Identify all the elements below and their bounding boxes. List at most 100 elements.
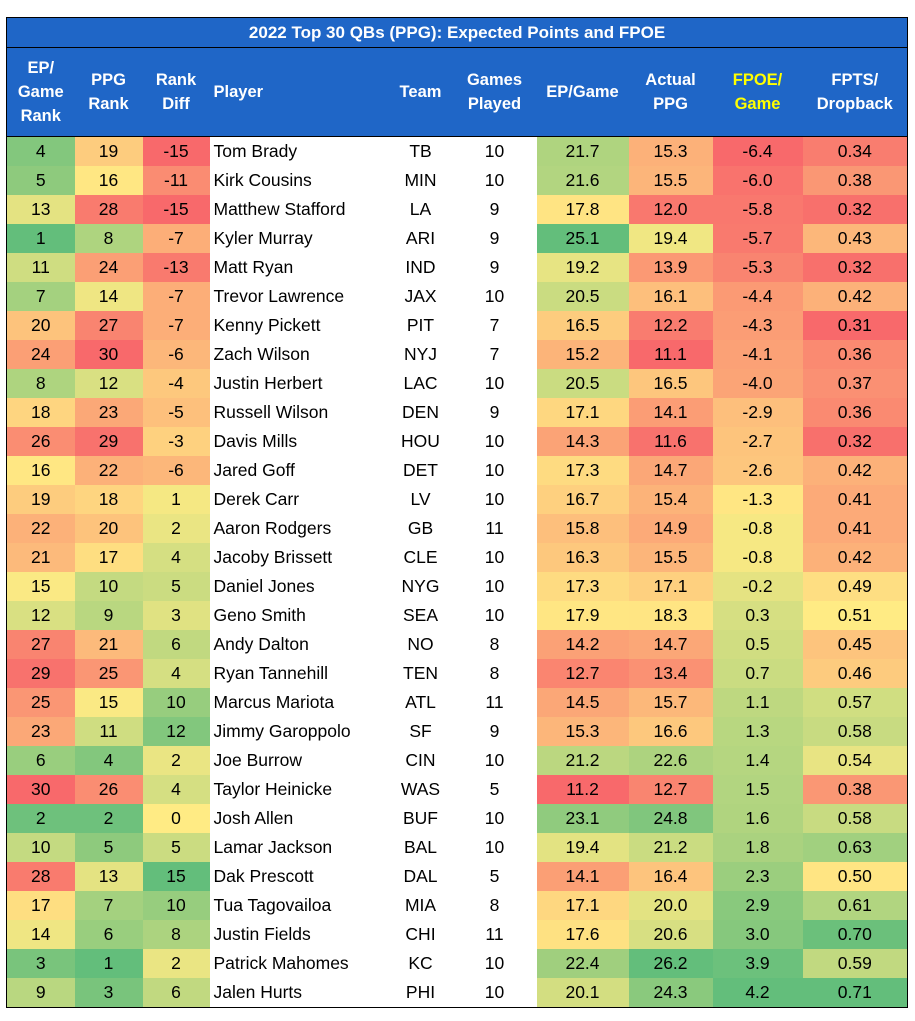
table-row: 8 12 -4 Justin Herbert LAC 10 20.5 16.5 -4.0 0.37 (6, 369, 909, 398)
cell-fpts-db: 0.42 (802, 456, 909, 485)
table-row: 22 20 2 Aaron Rodgers GB 11 15.8 14.9 -0.8 0.41 (6, 514, 909, 543)
cell-ep-rank: 4 (6, 136, 75, 166)
cell-actual-ppg: 14.1 (628, 398, 713, 427)
cell-player: Zach Wilson (209, 340, 389, 369)
table-row: 29 25 4 Ryan Tannehill TEN 8 12.7 13.4 0.7 0.46 (6, 659, 909, 688)
cell-games: 10 (452, 166, 537, 195)
cell-ep-rank: 25 (6, 688, 75, 717)
cell-actual-ppg: 12.0 (628, 195, 713, 224)
cell-fpoe: -6.4 (712, 136, 803, 166)
cell-rank-diff: 4 (142, 543, 210, 572)
cell-player: Tua Tagovailoa (209, 891, 389, 920)
table-container: 2022 Top 30 QBs (PPG): Expected Points a… (5, 17, 909, 1008)
table-row: 30 26 4 Taylor Heinicke WAS 5 11.2 12.7 1.5 0.38 (6, 775, 909, 804)
cell-fpts-db: 0.51 (802, 601, 909, 630)
cell-ep-game: 12.7 (536, 659, 629, 688)
cell-fpoe: 1.5 (712, 775, 803, 804)
cell-team: HOU (388, 427, 453, 456)
cell-ep-rank: 14 (6, 920, 75, 949)
cell-rank-diff: 3 (142, 601, 210, 630)
table-row: 27 21 6 Andy Dalton NO 8 14.2 14.7 0.5 0.45 (6, 630, 909, 659)
cell-ep-game: 20.1 (536, 978, 629, 1008)
cell-team: KC (388, 949, 453, 978)
cell-team: BAL (388, 833, 453, 862)
cell-player: Taylor Heinicke (209, 775, 389, 804)
cell-actual-ppg: 11.1 (628, 340, 713, 369)
cell-games: 8 (452, 630, 537, 659)
cell-rank-diff: 2 (142, 514, 210, 543)
cell-rank-diff: -7 (142, 282, 210, 311)
cell-ep-rank: 15 (6, 572, 75, 601)
cell-fpts-db: 0.57 (802, 688, 909, 717)
cell-ep-game: 15.3 (536, 717, 629, 746)
header-line: Rank (155, 71, 197, 89)
cell-player: Jared Goff (209, 456, 389, 485)
column-header-ppg-rank: PPG Rank (74, 47, 143, 137)
cell-ep-game: 11.2 (536, 775, 629, 804)
cell-fpoe: -5.8 (712, 195, 803, 224)
table-row: 2 2 0 Josh Allen BUF 10 23.1 24.8 1.6 0.58 (6, 804, 909, 833)
cell-ep-rank: 24 (6, 340, 75, 369)
cell-team: SF (388, 717, 453, 746)
cell-player: Matt Ryan (209, 253, 389, 282)
header-line: FPOE/ (732, 71, 783, 89)
cell-player: Jacoby Brissett (209, 543, 389, 572)
cell-ppg-rank: 21 (74, 630, 143, 659)
table-row: 16 22 -6 Jared Goff DET 10 17.3 14.7 -2.6 0.42 (6, 456, 909, 485)
cell-ep-game: 20.5 (536, 369, 629, 398)
cell-fpts-db: 0.41 (802, 485, 909, 514)
cell-actual-ppg: 20.6 (628, 920, 713, 949)
table-row: 7 14 -7 Trevor Lawrence JAX 10 20.5 16.1 -4.4 0.4… (6, 282, 909, 311)
cell-ep-rank: 5 (6, 166, 75, 195)
table-row: 17 7 10 Tua Tagovailoa MIA 8 17.1 20.0 2.9 0.61 (6, 891, 909, 920)
cell-fpoe: -4.0 (712, 369, 803, 398)
cell-ppg-rank: 9 (74, 601, 143, 630)
cell-fpoe: -1.3 (712, 485, 803, 514)
cell-fpts-db: 0.71 (802, 978, 909, 1008)
cell-games: 7 (452, 311, 537, 340)
column-header-fpts-per-dropback: FPTS/Dropback (802, 47, 909, 137)
cell-fpts-db: 0.49 (802, 572, 909, 601)
cell-fpts-db: 0.50 (802, 862, 909, 891)
cell-games: 8 (452, 659, 537, 688)
cell-player: Aaron Rodgers (209, 514, 389, 543)
cell-fpts-db: 0.32 (802, 253, 909, 282)
cell-team: CLE (388, 543, 453, 572)
cell-ppg-rank: 30 (74, 340, 143, 369)
cell-fpts-db: 0.36 (802, 398, 909, 427)
cell-team: DEN (388, 398, 453, 427)
cell-rank-diff: -7 (142, 311, 210, 340)
cell-ppg-rank: 19 (74, 136, 143, 166)
cell-team: MIN (388, 166, 453, 195)
cell-fpoe: 1.1 (712, 688, 803, 717)
cell-player: Matthew Stafford (209, 195, 389, 224)
cell-ep-rank: 2 (6, 804, 75, 833)
cell-player: Geno Smith (209, 601, 389, 630)
cell-ppg-rank: 29 (74, 427, 143, 456)
cell-ep-game: 17.6 (536, 920, 629, 949)
qb-expected-points-table: 2022 Top 30 QBs (PPG): Expected Points a… (5, 17, 909, 1008)
cell-team: LV (388, 485, 453, 514)
cell-team: GB (388, 514, 453, 543)
cell-actual-ppg: 15.7 (628, 688, 713, 717)
column-header-games-played: Games Played (452, 47, 537, 137)
cell-ep-rank: 21 (6, 543, 75, 572)
cell-games: 9 (452, 398, 537, 427)
cell-ep-rank: 22 (6, 514, 75, 543)
cell-team: PHI (388, 978, 453, 1008)
cell-ppg-rank: 3 (74, 978, 143, 1008)
cell-ep-game: 23.1 (536, 804, 629, 833)
cell-ppg-rank: 10 (74, 572, 143, 601)
cell-ep-game: 17.1 (536, 891, 629, 920)
cell-games: 10 (452, 369, 537, 398)
cell-team: SEA (388, 601, 453, 630)
cell-rank-diff: 2 (142, 746, 210, 775)
cell-team: CIN (388, 746, 453, 775)
cell-actual-ppg: 24.3 (628, 978, 713, 1008)
cell-ep-game: 16.7 (536, 485, 629, 514)
table-row: 9 3 6 Jalen Hurts PHI 10 20.1 24.3 4.2 0.71 (6, 978, 909, 1008)
cell-ep-game: 19.4 (536, 833, 629, 862)
header-line: Team (399, 83, 442, 101)
cell-rank-diff: -3 (142, 427, 210, 456)
header-line: Player (213, 83, 264, 101)
